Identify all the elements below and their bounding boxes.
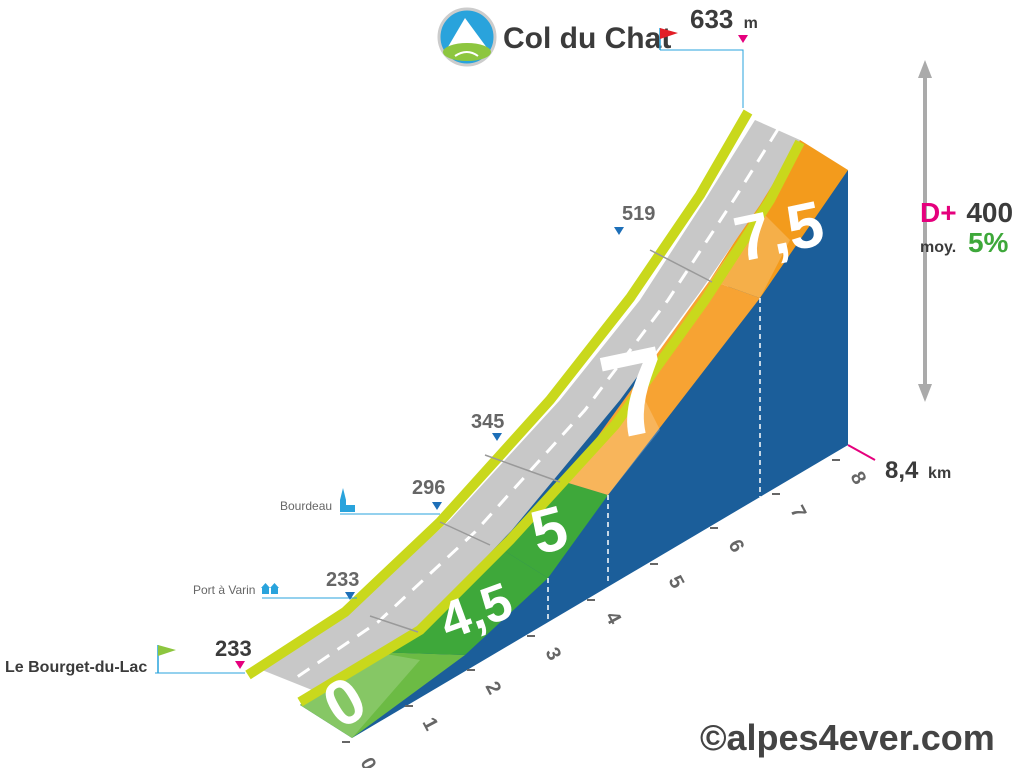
km-tick-5: 5 (664, 572, 689, 592)
summit-flag-icon (660, 28, 678, 39)
start-marker-icon (235, 661, 245, 669)
distance-total: 8,4 km (885, 457, 951, 484)
distance-total-marker (847, 444, 876, 461)
waypoint-519-altitude: 519 (622, 203, 655, 225)
waypoint-port-a-varin-name: Port à Varin (193, 583, 255, 597)
road-edge-left (245, 109, 753, 680)
road-edge-right (297, 139, 805, 707)
church-icon (340, 488, 355, 512)
waypoint-bourdeau-altitude: 296 (412, 477, 445, 499)
segment-0 (300, 652, 465, 738)
start-altitude: 233 (215, 636, 252, 661)
waypoint-port-a-varin-marker-icon (345, 592, 355, 600)
house-icon (261, 583, 279, 594)
km-tick-2: 2 (481, 678, 506, 698)
segment-5 (500, 482, 608, 578)
waypoint-bourdeau-name: Bourdeau (280, 499, 332, 513)
segment-highlight-1 (300, 652, 420, 738)
segment-7 (565, 280, 760, 495)
road-centerline (277, 125, 782, 692)
road-surface (262, 120, 800, 690)
waypoint-port-a-varin-altitude: 233 (326, 569, 359, 591)
km-tick-3: 3 (541, 644, 566, 664)
summit-marker-icon (738, 35, 748, 43)
km-tick-0: 0 (356, 754, 381, 768)
page-title: Col du Chat (503, 22, 671, 55)
start-flag-icon (158, 645, 176, 656)
segment-highlight-3 (710, 210, 790, 298)
summit-leader (660, 49, 744, 108)
mountain-logo-icon (437, 7, 497, 67)
km-tick-8: 8 (846, 468, 871, 488)
stats-average: moy. 5% (920, 227, 1009, 258)
waypoint-345-marker-icon (492, 433, 502, 441)
km-tick-6: 6 (724, 536, 749, 556)
segment-highlight-2 (565, 390, 660, 495)
copyright: ©alpes4ever.com (700, 717, 995, 758)
km-guide-lines (547, 298, 761, 622)
km-tick-1: 1 (418, 714, 443, 734)
waypoint-345-altitude: 345 (471, 411, 504, 433)
road-km-separators (369, 249, 713, 633)
elevation-arrow-icon (918, 60, 932, 402)
km-tick-7: 7 (786, 502, 811, 522)
stats-gain: D+ 400 m (920, 197, 1024, 228)
waypoint-bourdeau-marker-icon (432, 502, 442, 510)
summit-altitude: 633 m (690, 4, 758, 34)
start-name: Le Bourget-du-Lac (5, 659, 147, 676)
segment-7-5 (710, 140, 848, 298)
waypoint-519-marker-icon (614, 227, 624, 235)
km-tick-4: 4 (601, 608, 626, 629)
